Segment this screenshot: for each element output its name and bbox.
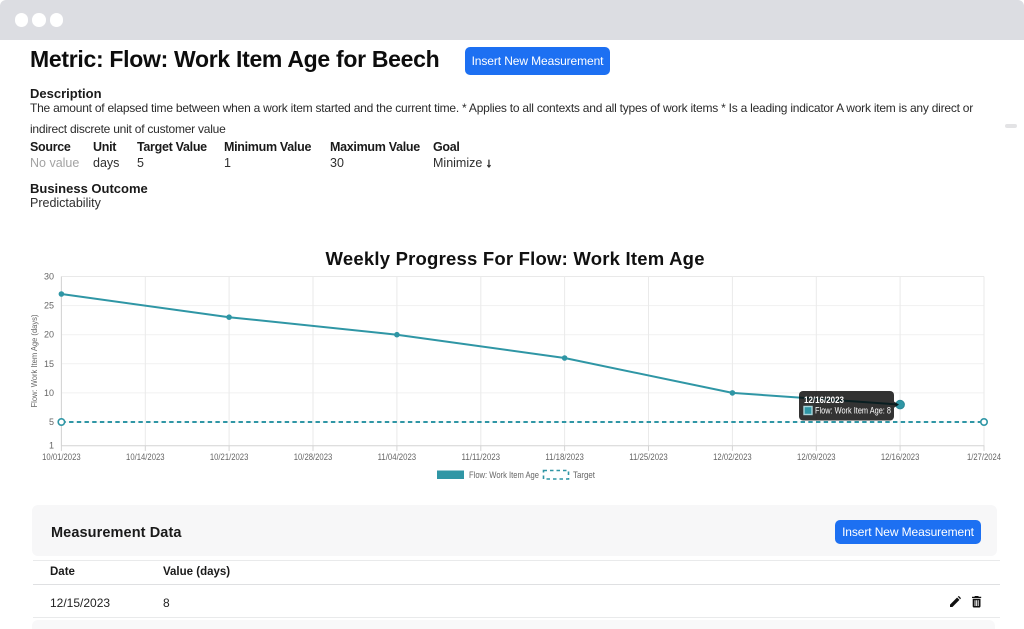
svg-text:1: 1 (49, 440, 54, 450)
svg-text:20: 20 (44, 330, 54, 340)
svg-text:10/21/2023: 10/21/2023 (210, 452, 249, 462)
svg-text:25: 25 (44, 301, 54, 311)
svg-text:30: 30 (44, 272, 54, 282)
svg-text:12/09/2023: 12/09/2023 (797, 452, 836, 462)
svg-text:10/01/2023: 10/01/2023 (42, 452, 81, 462)
svg-text:15: 15 (44, 359, 54, 369)
svg-text:Flow: Work Item Age (days): Flow: Work Item Age (days) (29, 314, 39, 407)
svg-text:11/11/2023: 11/11/2023 (462, 452, 501, 462)
svg-text:12/16/2023: 12/16/2023 (804, 395, 844, 406)
svg-text:11/04/2023: 11/04/2023 (378, 452, 417, 462)
svg-text:Flow: Work Item Age: Flow: Work Item Age (469, 470, 539, 481)
svg-text:1/27/2024: 1/27/2024 (967, 452, 1001, 462)
svg-text:Flow: Work Item Age: 8: Flow: Work Item Age: 8 (815, 406, 891, 417)
svg-text:10/28/2023: 10/28/2023 (294, 452, 333, 462)
svg-text:11/25/2023: 11/25/2023 (629, 452, 668, 462)
svg-text:11/18/2023: 11/18/2023 (545, 452, 584, 462)
svg-text:Target: Target (573, 470, 595, 481)
svg-text:5: 5 (49, 417, 54, 427)
svg-text:12/02/2023: 12/02/2023 (713, 452, 752, 462)
svg-text:Weekly Progress For Flow: Work: Weekly Progress For Flow: Work Item Age (326, 248, 705, 269)
svg-text:10/14/2023: 10/14/2023 (126, 452, 165, 462)
svg-text:10: 10 (44, 388, 54, 398)
svg-text:12/16/2023: 12/16/2023 (881, 452, 920, 462)
